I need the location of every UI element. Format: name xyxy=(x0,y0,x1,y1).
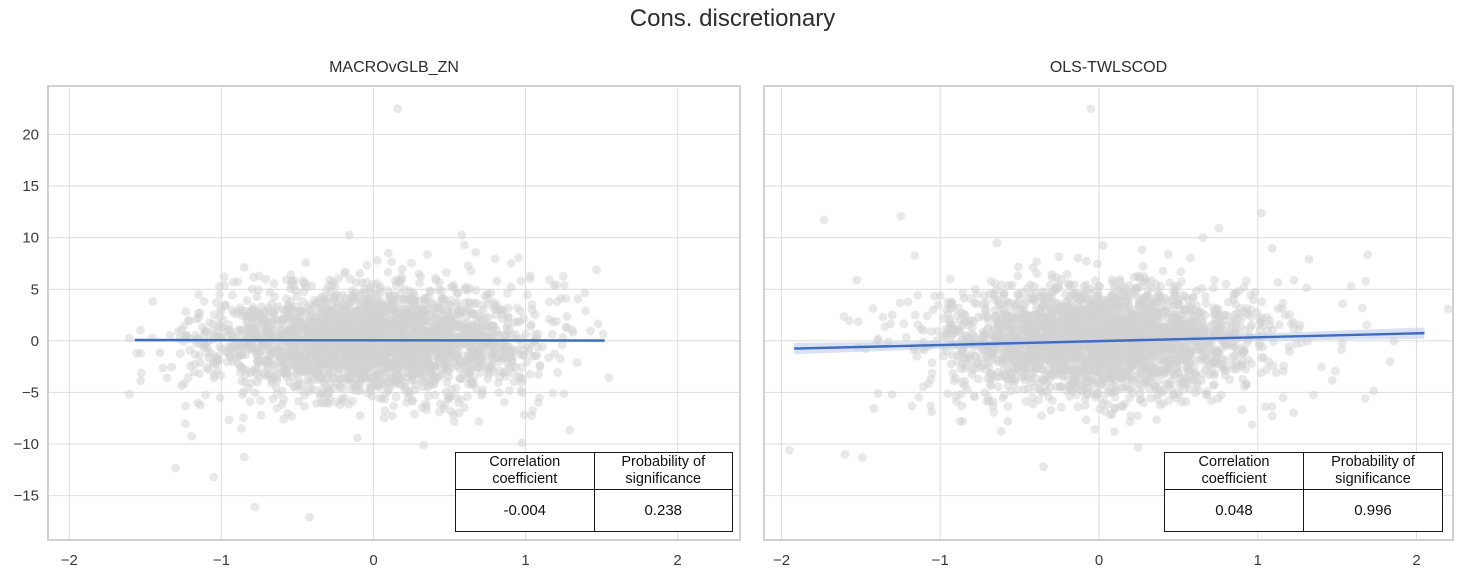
figure-title: Cons. discretionary xyxy=(629,5,836,32)
subplot-title-ols-twlscod: OLS-TWLSCOD xyxy=(1049,59,1168,76)
probability-of-significance-header: Probability of significance xyxy=(621,454,706,487)
x-tick-label: −1 xyxy=(213,552,230,569)
axes-spine xyxy=(763,85,1454,541)
outlier-point xyxy=(305,512,314,522)
scatter-points-layer xyxy=(124,104,614,522)
correlation-coefficient-value: -0.004 xyxy=(456,490,595,531)
y-tick-label: 10 xyxy=(22,230,39,247)
y-tick-label: 20 xyxy=(22,127,39,144)
outlier-point xyxy=(209,472,219,482)
x-tick-label: 0 xyxy=(1095,552,1103,569)
x-tick-label: −2 xyxy=(61,552,78,569)
x-tick-label: −2 xyxy=(773,552,790,569)
stats-table-header-row: Correlation coefficient Probability of s… xyxy=(456,453,732,490)
outlier-point xyxy=(858,453,867,462)
stats-table-value-row: -0.004 0.238 xyxy=(456,490,732,531)
y-tick-labels: 20 15 10 5 0 −5 −10 −15 xyxy=(14,127,39,505)
stats-table-left: Correlation coefficient Probability of s… xyxy=(455,452,733,532)
outlier-point xyxy=(840,450,850,459)
x-tick-label: 0 xyxy=(369,552,377,569)
probability-of-significance-value: 0.238 xyxy=(644,502,683,519)
x-tick-label: −1 xyxy=(932,552,949,569)
y-tick-label: −15 xyxy=(14,488,39,505)
scatter-points-layer xyxy=(785,104,1453,472)
axes-spine xyxy=(47,85,741,541)
outlier-point xyxy=(250,502,260,512)
x-tick-label: 2 xyxy=(1412,552,1420,569)
outlier-point xyxy=(1086,104,1096,114)
probability-of-significance-value: 0.996 xyxy=(1354,502,1392,519)
outlier-point xyxy=(1039,462,1048,472)
correlation-coefficient-header: Correlation coefficient xyxy=(456,453,595,489)
correlation-coefficient-value: 0.048 xyxy=(1165,490,1304,531)
x-tick-labels: −2 −1 0 1 2 xyxy=(61,552,682,569)
stats-table-header-row: Correlation coefficient Probability of s… xyxy=(1165,453,1442,490)
y-tick-label: −10 xyxy=(14,436,39,453)
regression-line xyxy=(134,338,605,342)
y-tick-label: 15 xyxy=(22,178,39,195)
correlation-coefficient-header: Correlation coefficient xyxy=(1165,453,1304,489)
scatter-panel: −2 −1 0 1 2 xyxy=(763,85,1454,569)
x-tick-label: 1 xyxy=(1254,552,1262,569)
y-tick-label: −5 xyxy=(22,384,39,401)
subplot-title-macrovglb-zn: MACROvGLB_ZN xyxy=(329,59,459,76)
outlier-point xyxy=(785,445,794,455)
outlier-point xyxy=(393,104,403,114)
stats-table-value-row: 0.048 0.996 xyxy=(1165,490,1442,531)
probability-of-significance-header: Probability of significance xyxy=(1331,454,1415,487)
regression-line xyxy=(794,331,1425,350)
x-tick-label: 2 xyxy=(673,552,681,569)
outlier-point xyxy=(1443,304,1453,314)
y-tick-label: 5 xyxy=(31,281,39,298)
stats-table-right: Correlation coefficient Probability of s… xyxy=(1164,452,1443,532)
y-tick-label: 0 xyxy=(31,333,39,350)
x-tick-label: 1 xyxy=(521,552,529,569)
x-tick-labels: −2 −1 0 1 2 xyxy=(773,552,1421,569)
